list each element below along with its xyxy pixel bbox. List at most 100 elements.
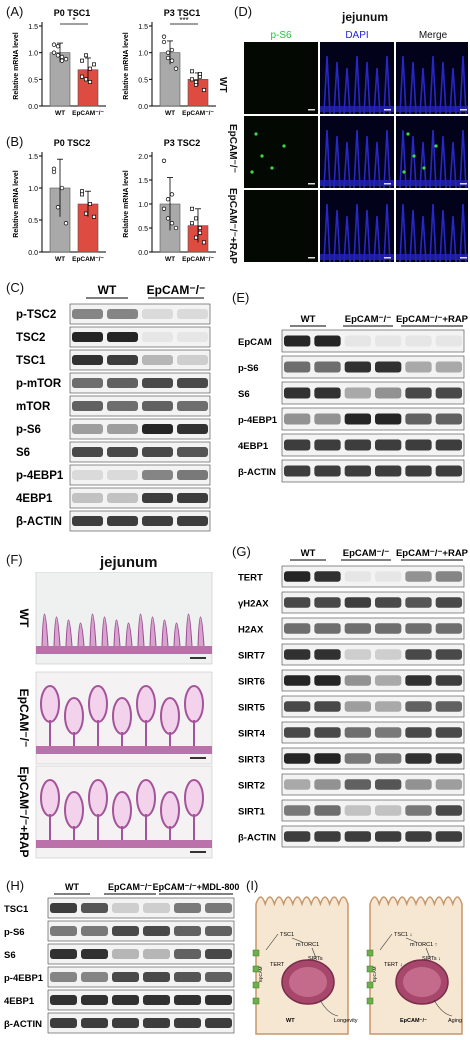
x-tick-label: WT [55, 256, 65, 263]
villus-swollen [40, 779, 60, 817]
blot-band [72, 401, 103, 411]
blot-band [205, 926, 232, 936]
blot-band [435, 623, 462, 634]
histology-row-label: EpCAM⁻/⁻+RAP [17, 766, 31, 857]
villus [137, 613, 145, 647]
if-image [320, 190, 394, 262]
data-point [80, 192, 84, 197]
blot-group-header: EpCAM⁻/⁻+MDL-800 [153, 882, 240, 892]
blot-band [284, 361, 311, 373]
dapi-crypt-layer [396, 106, 468, 112]
chart-title: P0 TSC1 [54, 8, 91, 18]
blot-band [375, 831, 402, 842]
data-point [88, 80, 92, 84]
x-tick-label: WT [165, 110, 175, 117]
y-tick-label: 0.5 [138, 77, 148, 84]
villus [197, 616, 205, 647]
blot-row-label: β-ACTIN [4, 1019, 42, 1030]
blot-group-header: WT [98, 283, 117, 297]
blot-row-label: p-mTOR [16, 378, 62, 390]
data-point [173, 225, 179, 231]
mtorc1-label: mTORC1 ↑ [410, 942, 438, 948]
data-point [84, 77, 88, 82]
nucleolus [403, 967, 441, 997]
data-point [63, 221, 69, 226]
y-tick-label: 1.5 [138, 178, 148, 185]
blot-group-header: EpCAM⁻/⁻+RAP [396, 314, 469, 325]
y-tick-label: 1.5 [138, 24, 148, 31]
blot-band [314, 649, 341, 660]
data-point [55, 205, 61, 210]
bar-chart-p0-tsc2: P0 TSC2 Relative mRNA level 0.0 0.5 1.0 1.5 WT… [13, 138, 106, 263]
blot-membrane [69, 303, 211, 325]
blot-band [142, 332, 173, 342]
blot-group-header: EpCAM⁻/⁻ [108, 882, 152, 892]
blot-band [405, 701, 432, 712]
blot-band [314, 805, 341, 816]
data-point [198, 226, 202, 230]
panel-label-h: (H) [6, 878, 25, 893]
villus-swollen [136, 685, 156, 723]
blot-membrane [69, 326, 211, 348]
villus [185, 613, 193, 647]
blot-band [344, 465, 371, 477]
villus-swollen [64, 791, 84, 829]
if-image [320, 116, 394, 188]
blot-band [50, 949, 77, 959]
outcome-label: Aging [448, 1018, 462, 1024]
data-point [169, 58, 175, 63]
blot-band [107, 470, 138, 480]
data-point [59, 54, 65, 60]
data-point [194, 235, 198, 240]
x-tick-label: WT [55, 110, 65, 117]
blot-band [284, 675, 311, 686]
blot-row-label: p-TSC2 [16, 309, 56, 321]
blot-membrane [69, 395, 211, 417]
blot-row-label: S6 [16, 447, 30, 459]
blot-band [435, 805, 462, 816]
blot-band [81, 903, 108, 913]
blot-membrane [69, 372, 211, 394]
blot-band [344, 335, 371, 347]
blot-row-label: TSC2 [16, 332, 45, 344]
data-point [198, 72, 202, 76]
blot-band [143, 1018, 170, 1028]
membrane-label: EpCAM [258, 966, 263, 982]
blot-band [405, 753, 432, 764]
x-tick-label: EpCAM⁻/⁻ [72, 256, 104, 263]
scale-bar [308, 257, 315, 259]
blot-band [50, 995, 77, 1005]
dapi-crypt-layer [320, 180, 394, 186]
blot-band [435, 465, 462, 477]
blot-band [344, 675, 371, 686]
blot-band [344, 413, 371, 425]
blot-band [375, 413, 402, 425]
blot-band [405, 335, 432, 347]
data-point [190, 77, 194, 82]
villus [149, 616, 157, 647]
scale-bar [308, 109, 315, 111]
nucleolus [289, 967, 327, 997]
blot-band [177, 516, 208, 526]
blot-band [375, 753, 402, 764]
blot-band [205, 949, 232, 959]
blot-band [435, 675, 462, 686]
blot-group-header: EpCAM⁻/⁻+RAP [396, 548, 469, 559]
blot-band [143, 995, 170, 1005]
blot-band [177, 470, 208, 480]
y-tick-label: 0.0 [28, 250, 38, 257]
panel-label-b: (B) [6, 134, 24, 149]
blot-band [284, 649, 311, 660]
blot-band [107, 447, 138, 457]
data-point [190, 206, 194, 211]
villus-swollen [160, 791, 180, 829]
blot-band [205, 1018, 232, 1028]
blot-band [435, 387, 462, 399]
blot-band [107, 332, 138, 342]
blot-band [284, 571, 311, 582]
blot-band [50, 903, 77, 913]
blot-row-label: TSC1 [4, 904, 29, 915]
y-tick-label: 1.0 [28, 51, 38, 58]
blot-band [375, 701, 402, 712]
